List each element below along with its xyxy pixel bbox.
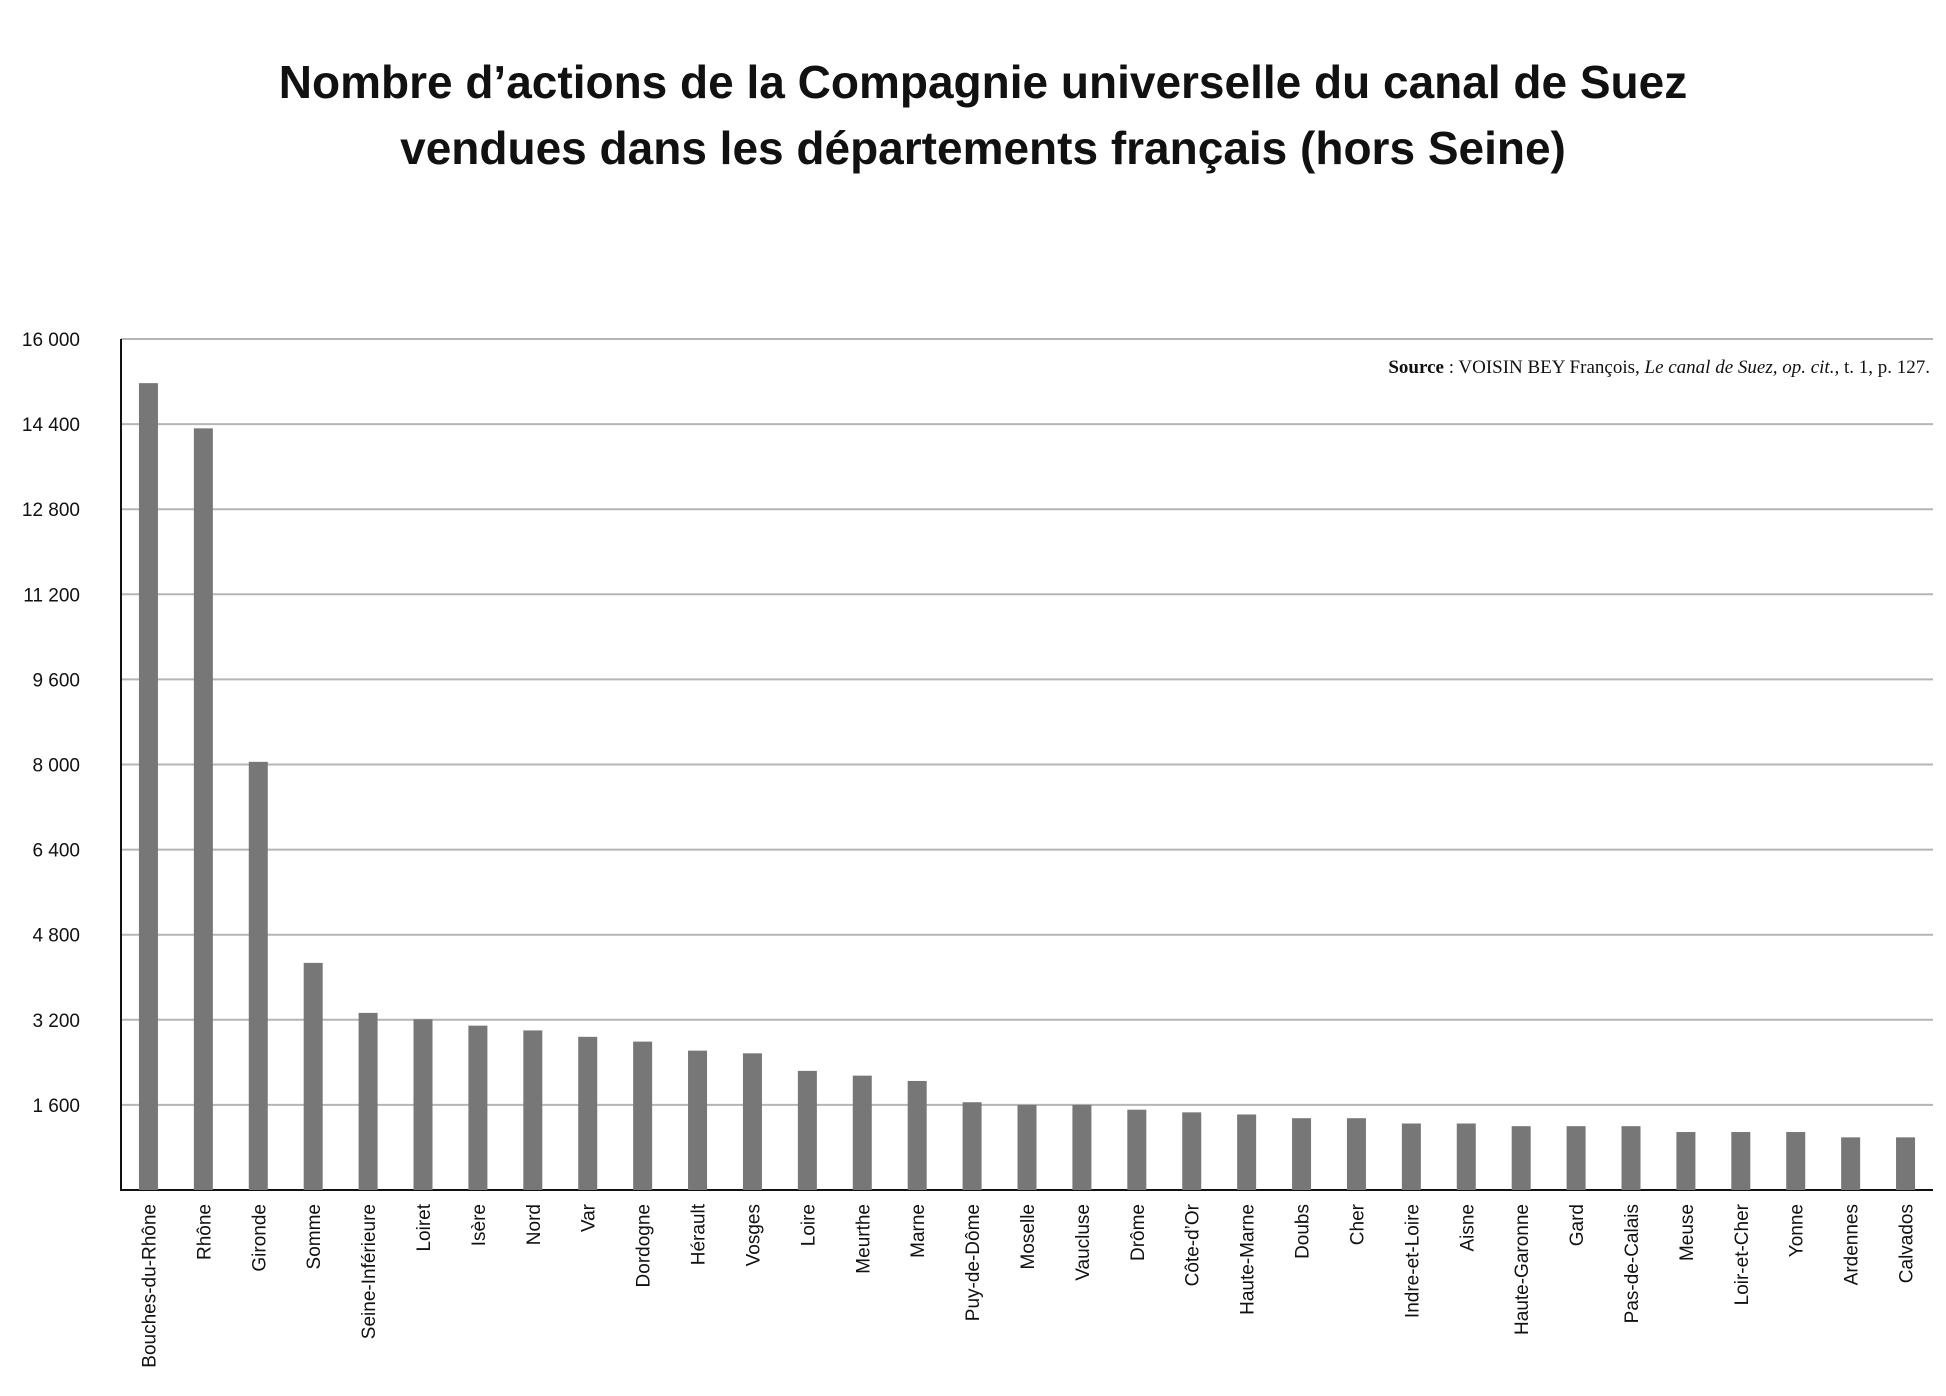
x-tick-label: Drôme [1128, 1204, 1149, 1261]
x-tick-label: Dordogne [634, 1204, 655, 1287]
y-tick-label: 1 600 [32, 1096, 80, 1117]
bar [1621, 1126, 1641, 1190]
bar [1127, 1109, 1147, 1190]
bar [1017, 1104, 1037, 1190]
x-tick-label: Hérault [689, 1203, 710, 1265]
x-tick-label: Rhône [194, 1204, 215, 1260]
bar [1072, 1104, 1092, 1190]
x-tick-label: Calvados [1897, 1204, 1918, 1283]
bar [468, 1025, 488, 1190]
bar [193, 428, 213, 1191]
y-tick-label: 11 200 [23, 585, 80, 606]
x-tick-label: Nord [524, 1204, 545, 1245]
x-tick-label: Pas-de-Calais [1622, 1204, 1643, 1323]
bar [1401, 1123, 1421, 1190]
x-tick-label: Vosges [743, 1204, 764, 1266]
x-tick-label: Somme [304, 1204, 325, 1269]
bar [962, 1102, 982, 1190]
x-tick-label: Puy-de-Dôme [963, 1204, 984, 1321]
source-work: Le canal de Suez, op. cit., [1644, 357, 1840, 378]
bar [633, 1041, 653, 1190]
x-tick-label: Moselle [1018, 1204, 1039, 1269]
y-tick-label: 16 000 [22, 330, 80, 351]
bar [852, 1075, 872, 1190]
x-tick-label: Doubs [1293, 1204, 1314, 1259]
source-note: Source : VOISIN BEY François, Le canal d… [1388, 357, 1930, 378]
x-tick-label: Marne [908, 1204, 929, 1258]
x-tick-label: Haute-Marne [1238, 1204, 1259, 1315]
bar [688, 1050, 708, 1190]
bar [1456, 1123, 1476, 1190]
x-tick-label: Gironde [249, 1204, 270, 1272]
bar [1731, 1132, 1751, 1190]
source-pages: t. 1, p. 127. [1839, 357, 1930, 378]
bar [1676, 1132, 1696, 1190]
bar [578, 1036, 598, 1190]
bar [1896, 1137, 1916, 1190]
bar [138, 383, 158, 1190]
bar [523, 1030, 543, 1190]
bar [1511, 1126, 1531, 1190]
x-tick-label: Vaucluse [1073, 1204, 1094, 1281]
bar [1841, 1137, 1861, 1190]
x-tick-label: Haute-Garonne [1512, 1204, 1533, 1335]
bar [1292, 1118, 1312, 1190]
x-tick-label: Gard [1567, 1204, 1588, 1246]
bar [1346, 1118, 1366, 1190]
y-tick-label: 12 800 [22, 500, 80, 521]
bar [1237, 1114, 1257, 1190]
y-tick-label: 3 200 [32, 1011, 80, 1032]
source-author: : VOISIN BEY François, [1444, 357, 1645, 378]
x-tick-label: Meurthe [853, 1204, 874, 1274]
bar [248, 761, 268, 1190]
y-tick-label: 14 400 [22, 415, 80, 436]
y-tick-label: 9 600 [32, 670, 80, 691]
chart-title: vendues dans les départements français (… [400, 122, 1566, 174]
x-tick-label: Côte-d’Or [1183, 1203, 1204, 1286]
x-tick-label: Bouches-du-Rhône [139, 1204, 160, 1368]
bar [742, 1053, 762, 1190]
bar [358, 1012, 378, 1190]
x-tick-label: Ardennes [1842, 1204, 1863, 1285]
x-tick-label: Loire [798, 1204, 819, 1246]
x-tick-label: Loiret [414, 1203, 435, 1251]
bar [1786, 1132, 1806, 1190]
bar [303, 962, 323, 1190]
x-tick-label: Meuse [1677, 1204, 1698, 1261]
y-tick-label: 4 800 [32, 926, 80, 947]
y-tick-label: 8 000 [32, 756, 80, 777]
bar [797, 1070, 817, 1190]
x-tick-label: Seine-Inférieure [359, 1204, 380, 1339]
x-tick-label: Aisne [1457, 1204, 1478, 1252]
x-tick-label: Loir-et-Cher [1732, 1203, 1753, 1305]
x-tick-label: Cher [1347, 1203, 1368, 1245]
source-label: Source [1388, 357, 1444, 378]
bar [1182, 1112, 1202, 1190]
x-tick-label: Isère [469, 1204, 490, 1246]
x-tick-label: Yonne [1787, 1204, 1808, 1257]
bar [907, 1080, 927, 1190]
bar [1566, 1126, 1586, 1190]
bar [413, 1019, 433, 1190]
x-tick-label: Indre-et-Loire [1402, 1204, 1423, 1318]
chart-title: Nombre d’actions de la Compagnie univers… [279, 56, 1687, 108]
x-tick-label: Var [579, 1203, 600, 1232]
y-tick-label: 6 400 [32, 841, 80, 862]
